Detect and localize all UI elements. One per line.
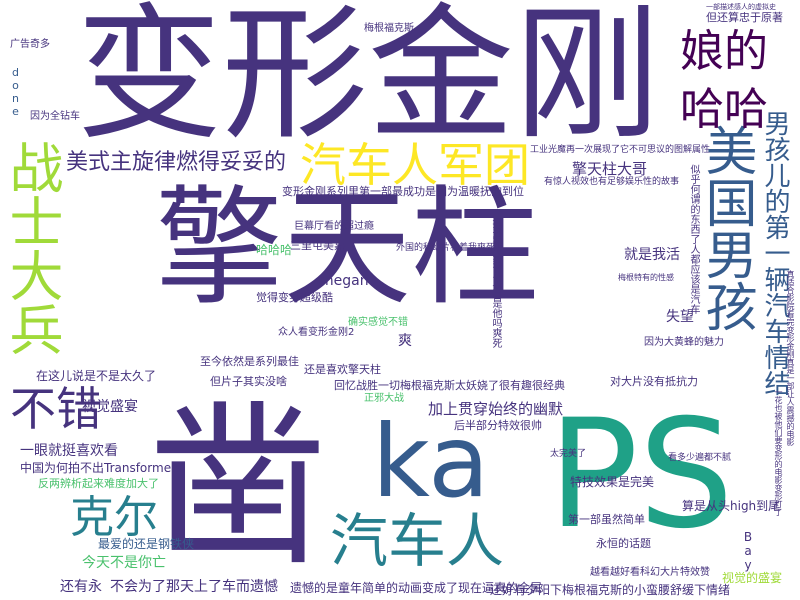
word-kan-buni: 看多少遍都不腻 — [668, 453, 732, 463]
word-zaizheer: 在这儿说是不是太久了 — [36, 369, 157, 383]
word-bianxing-xilie: 变形金刚系列里第一部最成功是因为温暖抚的到位 — [282, 185, 524, 198]
word-peiyue-shuangsi: 描述配乐那几段真是他吗爽死 — [490, 218, 501, 348]
word-zao: 凿 — [150, 385, 327, 590]
word-zhongguo-transformers: 中国为何拍不出Transformers — [20, 461, 183, 475]
word-sihu-qiche: 似乎何谓的东西了人都应该是汽车 — [688, 164, 699, 314]
word-zuiai-gangtiexia: 最爱的还是钢铁侠 — [98, 537, 195, 551]
word-zhanshi-dabing: 战士大兵 — [0, 140, 63, 356]
word-meigen-xinggan: 梅根特有的性感 — [618, 273, 674, 282]
word-bianshen-ku: 觉得变身超级酷 — [256, 291, 333, 304]
word-jintian-bushi: 今天不是你亡 — [82, 555, 166, 571]
word-pianzi-meisha: 但片子其实没啥 — [210, 375, 287, 388]
word-bucuo: 不错 — [10, 382, 102, 436]
word-gongye-guangmo: 工业光魔再一次展现了它不可思议的图解属性 — [530, 145, 711, 155]
word-nanhai-qiche-qingjie: 男孩儿的第一辆汽车情结 — [760, 110, 790, 396]
word-meiguo-nanhai: 美国男孩 — [696, 124, 756, 332]
word-waiguo-kehuan: 外国的科幻片看着我爽死 — [396, 243, 496, 253]
word-yiyan-xihuan: 一眼就挺喜欢看 — [20, 443, 118, 459]
word-jiushi-wohuo: 就是我活 — [624, 247, 680, 263]
word-meishi-zhuxuanlv: 美式主旋律燃得妥妥的 — [66, 150, 287, 175]
word-haiyouyong: 还有永 — [60, 579, 102, 595]
word-buhui-yihan: 不会为了那天上了车而遗憾 — [110, 579, 278, 595]
word-dapian-dikang: 对大片没有抵抗力 — [610, 375, 698, 388]
word-qicheren-juntuan: 汽车人军团 — [300, 138, 530, 192]
word-yongheng-huati: 永恒的话题 — [596, 537, 651, 550]
word-sanlitun-meijia: 三里屯美嘉 — [290, 239, 345, 252]
word-haha: 哈哈 — [680, 84, 768, 135]
word-xiyang-meigen: 还好有夕阳下梅根福克斯的小蛮腰舒缓下情绪 — [490, 583, 731, 597]
word-bianxingjingang: 变形金刚 — [76, 0, 660, 160]
word-yihua-bianxing: 一花也被他们要变形的电影变形打了 — [774, 388, 783, 516]
word-qingtianzhu-dage: 擎天柱大哥 — [572, 160, 648, 178]
word-zhongyu-yuanzhu: 但还算忠于原著 — [706, 11, 783, 24]
word-diyibu-jiandan: 第一部虽然简单 — [568, 513, 645, 526]
word-teji-wanmei: 特技效果是完美 — [570, 475, 655, 489]
word-zhengxie-dazhan: 正邪大战 — [364, 393, 404, 404]
word-jiashang-youmo: 加上贯穿始终的幽默 — [428, 400, 564, 418]
word-shiwang: 失望 — [666, 309, 694, 325]
word-tai-wanmei: 太完美了 — [550, 449, 587, 459]
word-shuang: 爽 — [398, 333, 412, 349]
word-bay: Bay — [741, 530, 755, 572]
word-meigen-fukesi: 梅根福克斯 — [364, 23, 414, 34]
word-qicheren: 汽车人 — [330, 507, 505, 575]
word-jingren-shixiao: 有惊人视效也有足够娱乐性的故事 — [544, 177, 680, 187]
word-yihan-tongnian: 遗憾的是童年简单的动画变成了现在逼真的金属 — [290, 581, 543, 595]
word-houban-texiao: 后半部分特效很帅 — [454, 419, 542, 432]
word-guanggao: 广告奇多 — [10, 39, 50, 50]
word-quanzuanche: 因为全钻车 — [30, 111, 80, 122]
word-ka: ka — [372, 403, 490, 520]
word-shijue-shengyan: 视觉盛宴 — [82, 399, 138, 415]
word-keer: 克尔 — [70, 492, 158, 543]
word-niangde: 娘的 — [680, 26, 768, 77]
word-qingtianzhu: 擎天柱 — [155, 174, 540, 323]
word-hahaha: 哈哈哈 — [256, 243, 293, 257]
word-ps: PS — [548, 388, 734, 562]
word-megan: megan — [320, 273, 369, 289]
word-suanshi-high: 算是从头high到尾 — [682, 499, 781, 513]
word-shijue-de-shengyan: 视觉的盛宴 — [722, 571, 783, 585]
word-yingyuan-zhenhan: 真适合影院看完变形金刚真是一部让人震撼的电影 — [786, 270, 795, 446]
word-haishi-qingtianzhu: 还是喜欢擎天柱 — [304, 363, 381, 376]
word-done: done — [9, 66, 22, 118]
word-queshi-bucuo: 确实感觉不错 — [348, 317, 408, 328]
word-jumu-guoyin: 巨幕厅看的超过瘾 — [294, 221, 374, 232]
word-zhijin-zuijia: 至今依然是系列最佳 — [200, 355, 299, 368]
word-xuni-shi: 一部描述感人的虚拟史 — [706, 3, 776, 11]
word-fanliang-bianxi: 反两辨析起来难度加大了 — [38, 477, 159, 490]
word-huiyi-zhansheng: 回忆战胜一切梅根福克斯太妖娆了很有趣很经典 — [334, 379, 565, 392]
word-yuekan-yuehao: 越看越好看科幻大片特效赞 — [590, 567, 710, 578]
word-dahuangfeng-meili: 因为大黄蜂的魅力 — [644, 337, 724, 348]
word-zhongren-kan: 众人看变形金刚2 — [278, 327, 355, 338]
